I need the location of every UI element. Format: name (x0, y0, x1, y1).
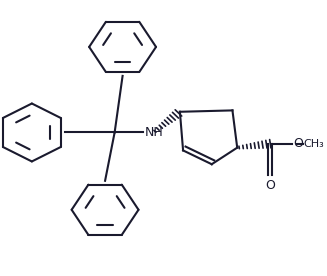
Text: O: O (293, 137, 303, 150)
Text: O: O (266, 179, 275, 192)
Text: NH: NH (145, 126, 164, 139)
Text: CH₃: CH₃ (303, 139, 324, 148)
